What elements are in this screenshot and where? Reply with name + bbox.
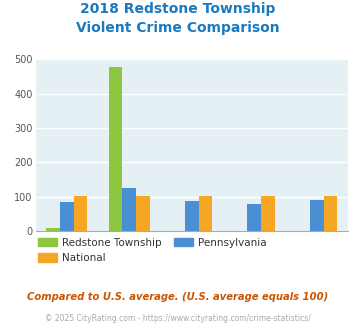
Legend: Redstone Township, National, Pennsylvania: Redstone Township, National, Pennsylvani… xyxy=(34,234,271,267)
Bar xyxy=(46,228,60,231)
Text: 2018 Redstone Township: 2018 Redstone Township xyxy=(80,2,275,16)
Bar xyxy=(60,202,73,231)
Bar xyxy=(109,67,122,231)
Text: © 2025 CityRating.com - https://www.cityrating.com/crime-statistics/: © 2025 CityRating.com - https://www.city… xyxy=(45,314,310,323)
Bar xyxy=(323,196,337,231)
Bar xyxy=(185,201,198,231)
Bar xyxy=(198,196,212,231)
Bar xyxy=(261,196,275,231)
Bar xyxy=(73,196,87,231)
Bar xyxy=(136,196,150,231)
Text: Compared to U.S. average. (U.S. average equals 100): Compared to U.S. average. (U.S. average … xyxy=(27,292,328,302)
Text: Violent Crime Comparison: Violent Crime Comparison xyxy=(76,21,279,35)
Bar xyxy=(247,204,261,231)
Bar xyxy=(122,188,136,231)
Bar xyxy=(310,200,323,231)
